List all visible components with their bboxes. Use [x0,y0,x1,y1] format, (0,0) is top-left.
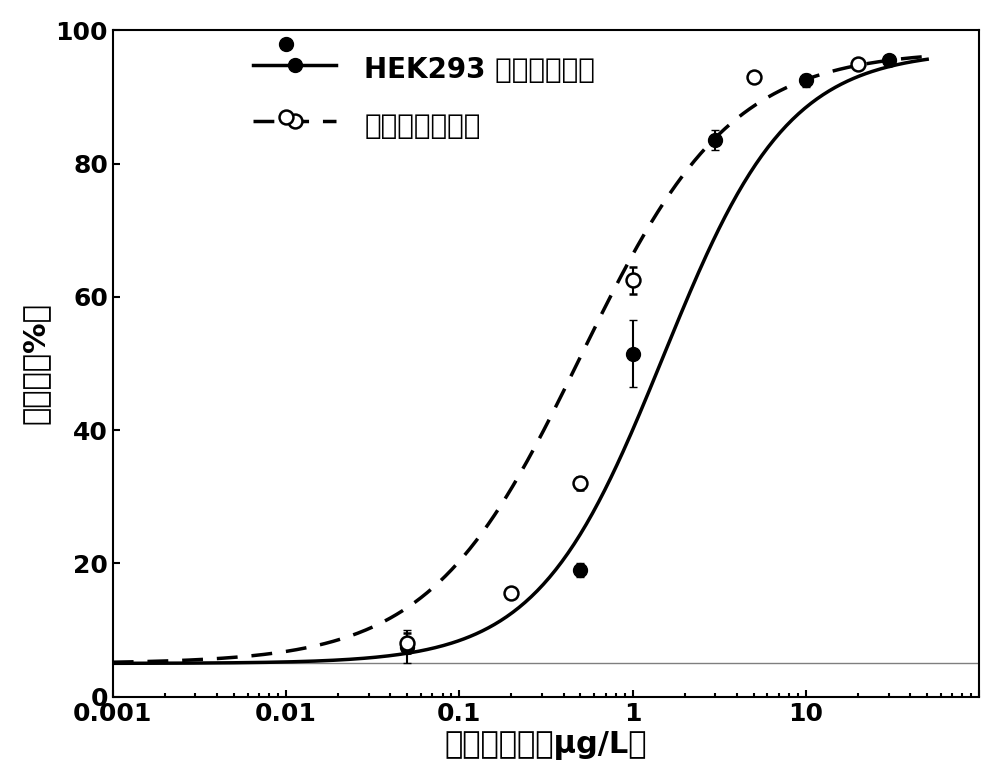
X-axis label: 噻虫啉浓度（μg/L）: 噻虫啉浓度（μg/L） [445,731,647,760]
Legend: HEK293 重组完整抗体, 亲本单克隆抗体: HEK293 重组完整抗体, 亲本单克隆抗体 [239,37,609,155]
Y-axis label: 抑制率（%）: 抑制率（%） [21,302,50,425]
